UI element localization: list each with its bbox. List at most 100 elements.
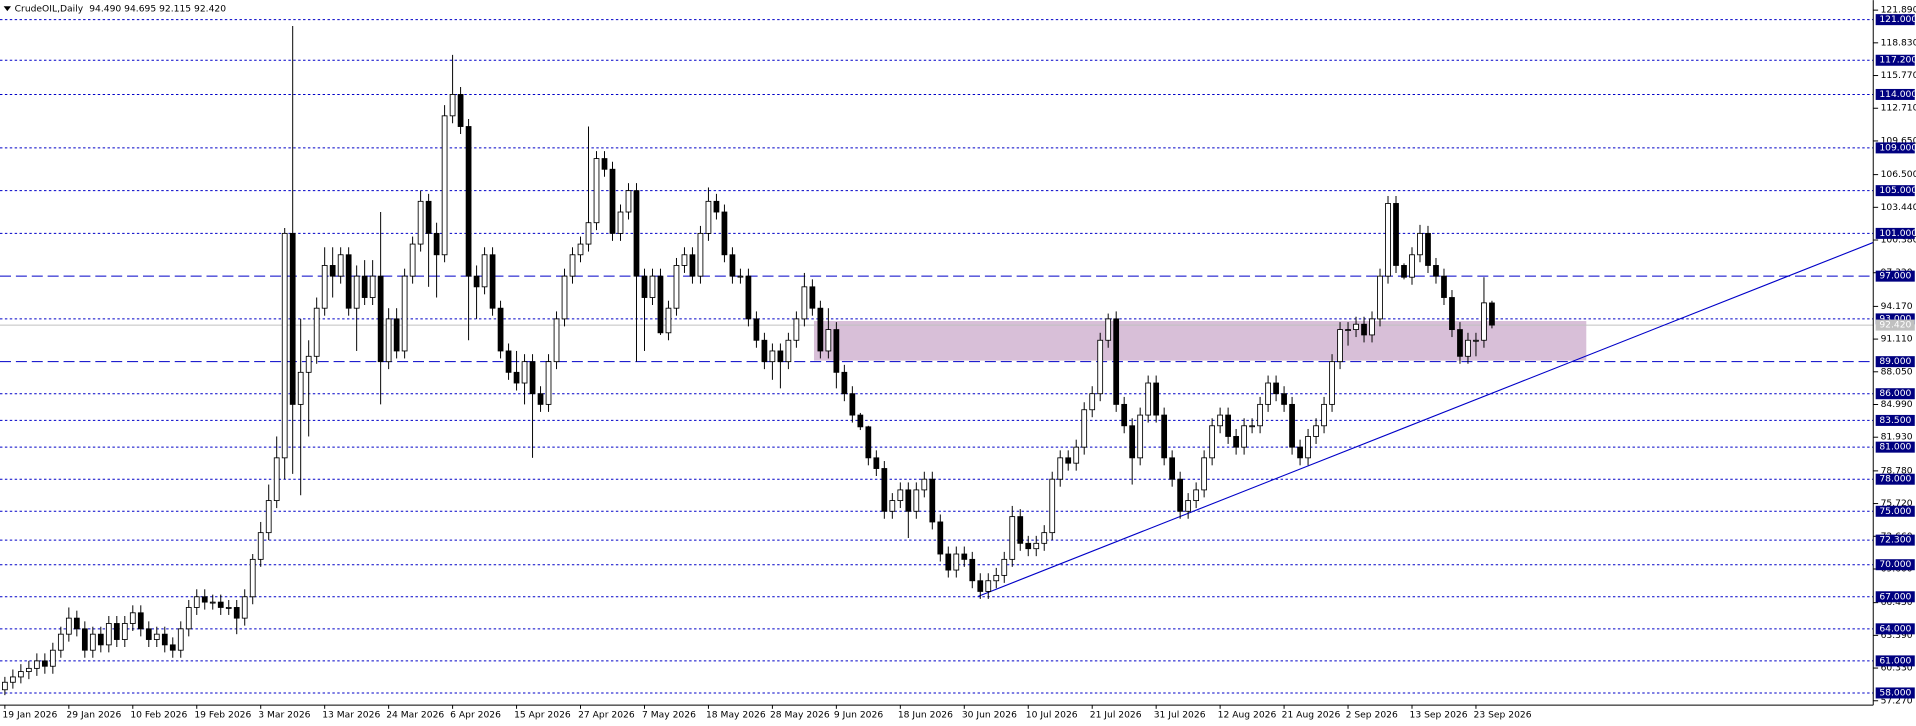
candle-body	[729, 254, 736, 277]
candle-body	[697, 232, 704, 277]
y-tick-label: 112.710	[1881, 103, 1916, 114]
candle-body	[745, 275, 752, 320]
candle-body	[1225, 414, 1231, 437]
candle-body	[1313, 425, 1319, 437]
candle-body	[105, 623, 112, 646]
collapse-icon[interactable]	[3, 6, 11, 12]
candle-body	[393, 318, 400, 352]
candle-body	[449, 94, 456, 117]
candle-body	[1137, 414, 1144, 459]
candle-body	[801, 286, 808, 320]
x-tick-label: 7 May 2026	[642, 709, 696, 720]
candle-body	[705, 200, 712, 234]
level-label: 78.000	[1879, 474, 1911, 485]
candle-body	[10, 676, 16, 683]
level-label-box	[1875, 388, 1915, 400]
x-tick-label: 15 Apr 2026	[514, 709, 571, 720]
candle-body	[649, 275, 656, 298]
candle-body	[129, 612, 136, 624]
candle-body	[313, 307, 320, 357]
candle-body	[41, 660, 48, 667]
candle-body	[1249, 425, 1255, 428]
x-tick-label: 21 Jul 2026	[1090, 709, 1142, 720]
candle-body	[529, 361, 536, 395]
level-label: 81.000	[1879, 442, 1911, 453]
candle-body	[169, 644, 176, 651]
y-tick-label: 100.380	[1881, 235, 1916, 246]
candle-body	[153, 633, 160, 640]
candle-body	[73, 617, 80, 630]
candle-body	[673, 265, 680, 309]
candle-body	[497, 307, 504, 352]
candle-body	[225, 607, 232, 609]
x-tick-label: 9 Jun 2026	[834, 709, 883, 720]
candle-body	[481, 254, 488, 288]
y-tick-label: 91.110	[1881, 334, 1913, 345]
candle-body	[633, 190, 640, 277]
candle-body	[1465, 339, 1471, 357]
candle-body	[177, 628, 184, 651]
candle-body	[161, 633, 168, 646]
candle-body	[97, 633, 104, 646]
candle-body	[1233, 436, 1239, 448]
y-tick-label: 66.450	[1881, 597, 1913, 608]
level-label: 97.000	[1879, 271, 1911, 282]
candle-body	[513, 371, 520, 384]
x-tick-label: 27 Apr 2026	[578, 709, 635, 720]
candle-body	[1201, 457, 1208, 491]
x-tick-label: 28 May 2026	[770, 709, 830, 720]
candle-body	[17, 671, 24, 678]
candle-body	[833, 329, 840, 373]
candle-body	[1473, 339, 1479, 342]
candle-body	[65, 617, 72, 635]
candle-body	[809, 286, 816, 309]
level-label-box	[1875, 534, 1915, 546]
candle-body	[769, 350, 776, 363]
candle-body	[329, 265, 336, 277]
x-tick-label: 23 Sep 2026	[1474, 709, 1532, 720]
candle-body	[537, 393, 544, 405]
candle-body	[1257, 403, 1263, 427]
x-tick-label: 18 May 2026	[706, 709, 766, 720]
candle-body	[1041, 532, 1048, 544]
candle-body	[1481, 302, 1487, 341]
current-price-box	[1875, 319, 1915, 331]
candle-body	[209, 601, 216, 604]
candle-body	[521, 361, 528, 384]
candle-body	[1329, 361, 1335, 405]
x-tick-label: 18 Jun 2026	[898, 709, 953, 720]
candle-body	[433, 232, 440, 256]
candle-body	[929, 478, 936, 523]
candle-body	[121, 623, 128, 640]
candle-body	[113, 623, 120, 640]
level-label-box	[1875, 270, 1915, 282]
candle-body	[425, 200, 432, 234]
candle-body	[1377, 275, 1383, 320]
candle-body	[1273, 382, 1279, 395]
x-tick-label: 31 Jul 2026	[1154, 709, 1206, 720]
x-tick-label: 2 Sep 2026	[1346, 709, 1398, 720]
level-label: 70.000	[1879, 559, 1911, 570]
level-label: 75.000	[1879, 506, 1911, 517]
candle-body	[185, 607, 192, 630]
candle-body	[369, 275, 376, 298]
candle-body	[1177, 478, 1184, 512]
candle-body	[1369, 318, 1375, 336]
candle-body	[857, 414, 864, 428]
candle-body	[233, 607, 240, 619]
y-tick-label: 81.930	[1881, 432, 1913, 443]
candle-body	[625, 190, 632, 213]
level-label-box	[1875, 559, 1915, 571]
y-tick-label: 121.890	[1881, 5, 1916, 16]
candle-body	[1057, 457, 1064, 480]
candle-body	[737, 275, 744, 278]
level-label-box	[1875, 14, 1915, 26]
candle-body	[1401, 265, 1407, 278]
y-tick-label: 118.830	[1881, 37, 1916, 48]
candle-body	[1185, 500, 1192, 512]
level-label: 93.000	[1879, 313, 1911, 324]
level-label-box	[1875, 473, 1915, 485]
level-label: 105.000	[1879, 185, 1916, 196]
candle-body	[409, 243, 416, 277]
candle-body	[785, 339, 792, 363]
